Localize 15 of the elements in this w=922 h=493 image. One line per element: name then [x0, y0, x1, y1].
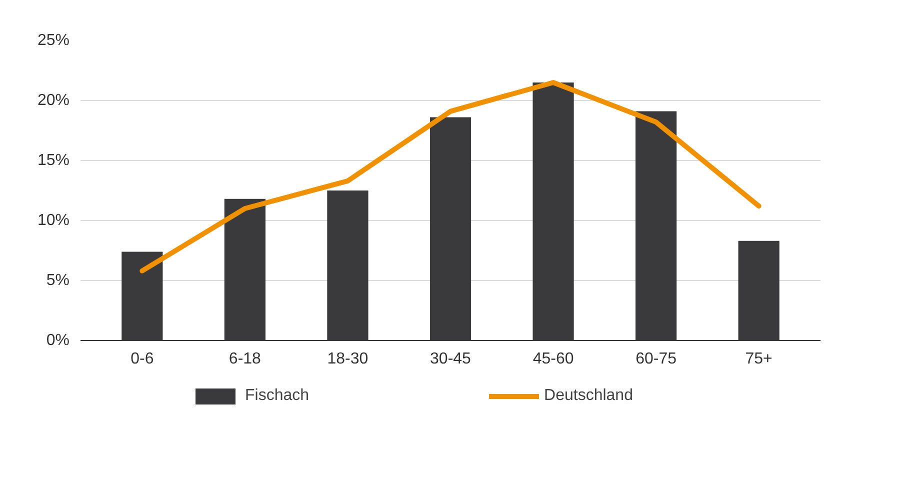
y-tick-label: 0% — [46, 332, 70, 349]
x-tick-label: 45-60 — [532, 350, 574, 368]
y-tick-label: 15% — [37, 152, 70, 169]
x-tick-label: 30-45 — [430, 350, 472, 368]
y-tick-label: 25% — [37, 32, 70, 49]
y-tick-label: 5% — [46, 272, 70, 289]
x-tick-label: 60-75 — [636, 350, 677, 368]
y-tick-label: 20% — [37, 92, 70, 109]
x-tick-label: 0-6 — [130, 350, 154, 368]
x-tick-label: 75+ — [745, 350, 772, 368]
x-tick-label: 6-18 — [228, 350, 262, 368]
legend-label: Deutschland — [544, 387, 633, 405]
y-tick-label: 10% — [37, 212, 70, 229]
x-tick-label: 18-30 — [327, 350, 368, 368]
legend-label: Fischach — [245, 387, 310, 405]
